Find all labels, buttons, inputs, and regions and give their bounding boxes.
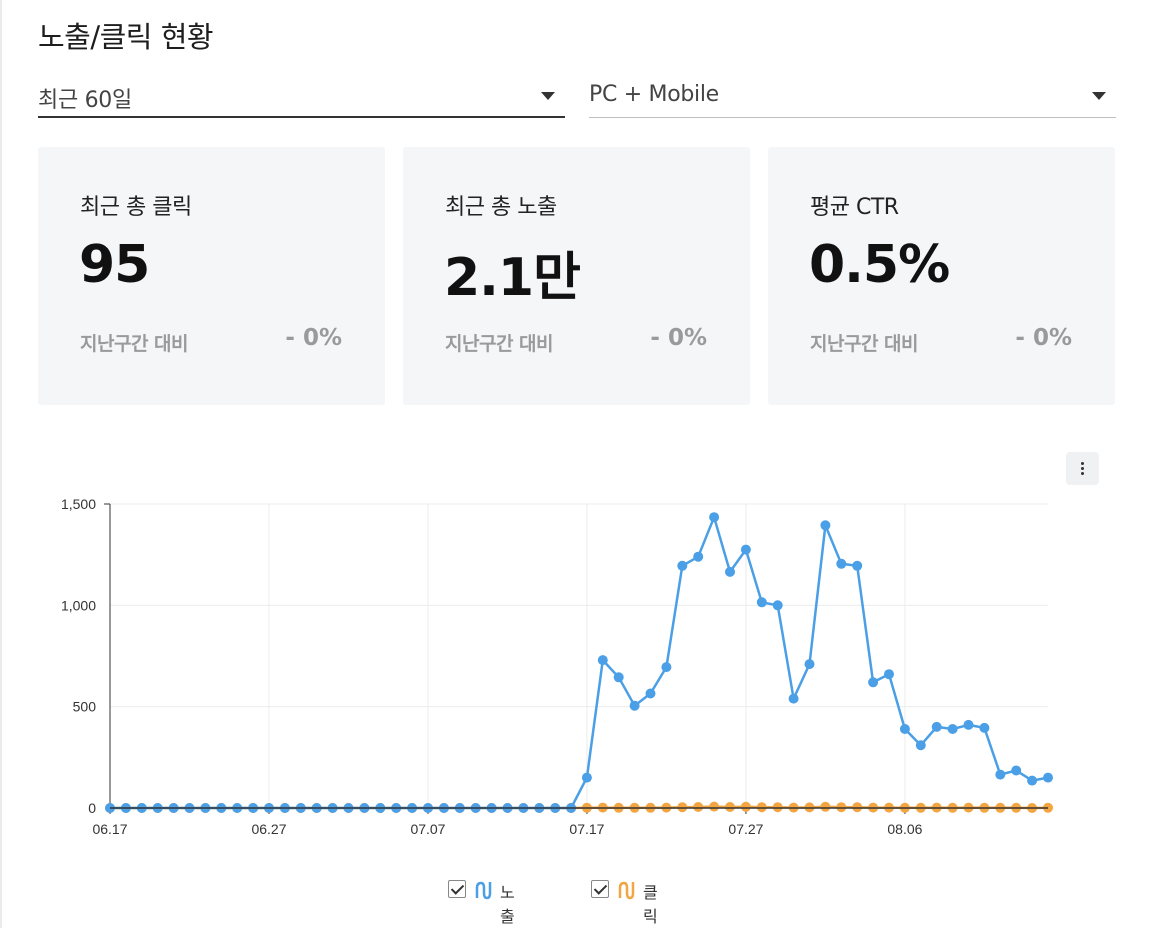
chart-menu-button[interactable] <box>1066 452 1099 485</box>
series-line-impressions <box>110 515 1049 810</box>
data-point-impressions <box>725 566 735 577</box>
y-tick-label: 1,000 <box>61 597 96 613</box>
x-tick-label: 07.17 <box>569 821 604 837</box>
data-point-clicks <box>772 802 783 813</box>
data-point-impressions <box>581 772 592 783</box>
period-select-value: 최근 60일 <box>38 88 132 113</box>
y-tick-label: 1,500 <box>61 496 96 512</box>
device-select[interactable]: PC + Mobile <box>589 72 1116 118</box>
card-label: 최근 총 클릭 <box>80 195 192 220</box>
data-point-impressions <box>597 655 608 666</box>
page-title: 노출/클릭 현황 <box>38 20 214 54</box>
card-value: 95 <box>79 235 150 295</box>
data-point-impressions <box>1027 775 1038 786</box>
data-point-impressions <box>693 551 704 562</box>
average-ctr-card: 평균 CTR 0.5% 지난구간 대비 - 0% <box>768 147 1115 405</box>
legend-impressions-label: 노출 <box>500 883 515 926</box>
data-point-clicks <box>693 802 704 812</box>
data-point-impressions <box>884 669 894 680</box>
card-value: 0.5% <box>809 235 950 295</box>
data-point-clicks <box>852 802 863 813</box>
data-point-impressions <box>804 659 815 670</box>
card-compare-label: 지난구간 대비 <box>80 333 189 355</box>
data-point-clicks <box>836 802 847 813</box>
data-point-impressions <box>613 672 624 683</box>
data-point-impressions <box>629 700 640 711</box>
data-point-impressions <box>756 597 767 608</box>
legend-clicks-label: 클릭 <box>643 883 658 926</box>
x-tick-label: 08.06 <box>887 821 922 837</box>
y-tick-label: 0 <box>88 800 96 816</box>
data-point-impressions <box>836 558 847 569</box>
data-point-impressions <box>868 677 879 688</box>
x-tick-label: 07.27 <box>728 821 763 837</box>
data-point-impressions <box>979 722 990 733</box>
data-point-impressions <box>661 662 672 673</box>
x-tick-label: 06.17 <box>92 821 127 837</box>
y-tick-label: 500 <box>73 699 97 715</box>
data-point-impressions <box>899 724 910 734</box>
total-clicks-card: 최근 총 클릭 95 지난구간 대비 - 0% <box>38 147 385 405</box>
data-point-clicks <box>709 801 720 812</box>
data-point-clicks <box>820 801 831 812</box>
x-tick-label: 06.27 <box>251 821 286 837</box>
device-select-value: PC + Mobile <box>589 82 719 107</box>
data-point-impressions <box>820 520 831 531</box>
caret-down-icon <box>1092 92 1106 100</box>
page-left-border <box>0 0 2 928</box>
data-point-clicks <box>677 802 688 813</box>
data-point-impressions <box>772 600 783 611</box>
series-clicks-icon <box>618 881 635 900</box>
card-label: 평균 CTR <box>810 195 899 220</box>
card-value: 2.1만 <box>444 248 581 308</box>
card-delta: - 0% <box>285 325 342 351</box>
data-point-impressions <box>852 560 863 571</box>
card-compare-label: 지난구간 대비 <box>810 333 919 355</box>
data-point-impressions <box>1043 772 1053 783</box>
data-point-impressions <box>947 724 958 734</box>
caret-down-icon <box>541 92 555 100</box>
data-point-clicks <box>725 802 735 812</box>
total-impressions-card: 최근 총 노출 2.1만 지난구간 대비 - 0% <box>403 147 750 405</box>
impressions-clicks-chart: 0 500 1,000 1,500 06.17 06.27 07.07 07.17 07.27 0… <box>61 496 1053 837</box>
card-compare-label: 지난구간 대비 <box>445 333 554 355</box>
series-impressions-icon <box>475 881 492 900</box>
data-point-impressions <box>1011 765 1022 776</box>
legend-impressions-checkbox[interactable] <box>448 880 466 898</box>
card-label: 최근 총 노출 <box>445 195 557 220</box>
card-delta: - 0% <box>650 325 707 351</box>
data-point-impressions <box>740 544 751 555</box>
card-delta: - 0% <box>1015 325 1072 351</box>
data-point-impressions <box>709 512 720 523</box>
data-point-impressions <box>915 740 926 751</box>
period-select[interactable]: 최근 60일 <box>38 72 565 118</box>
data-point-impressions <box>931 721 942 732</box>
data-point-clicks <box>740 801 751 812</box>
data-point-impressions <box>645 688 656 699</box>
legend-clicks-checkbox[interactable] <box>591 880 609 898</box>
data-point-clicks <box>756 802 767 813</box>
data-point-impressions <box>963 719 974 730</box>
data-point-impressions <box>677 560 688 571</box>
x-tick-label: 07.07 <box>410 821 445 837</box>
data-point-impressions <box>788 693 799 704</box>
data-point-impressions <box>995 769 1006 780</box>
